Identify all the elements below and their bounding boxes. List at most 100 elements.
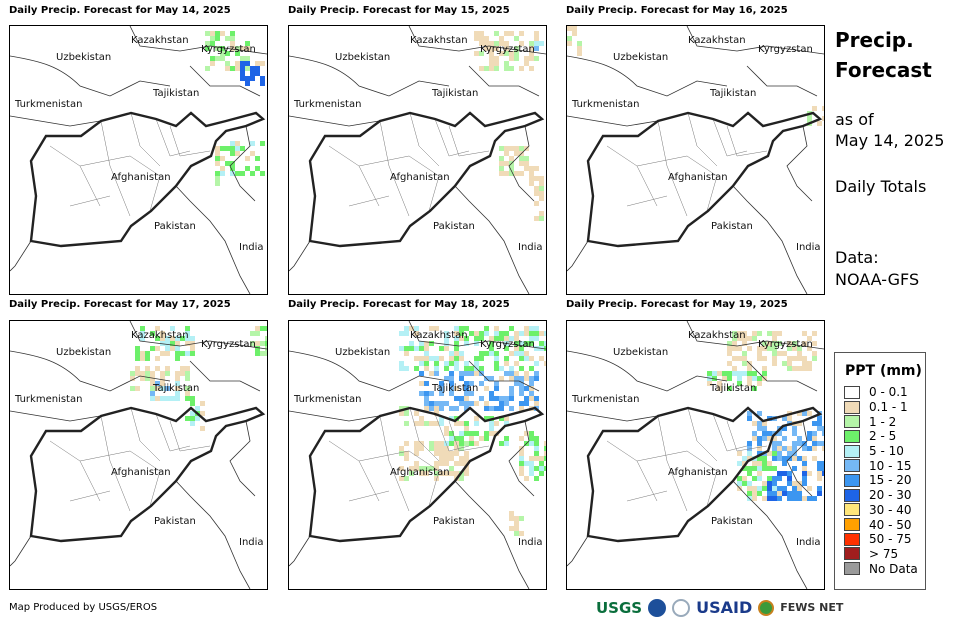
precip-cell	[215, 161, 220, 166]
precip-cell	[170, 396, 175, 401]
precip-cell	[747, 491, 752, 496]
precip-cell	[145, 366, 150, 371]
precip-cell	[474, 341, 479, 346]
precip-cell	[514, 526, 519, 531]
precip-cell	[499, 416, 504, 421]
precip-cell	[135, 371, 140, 376]
precip-cell	[514, 376, 519, 381]
label-pakistan: Pakistan	[154, 221, 196, 232]
precip-cell	[509, 156, 514, 161]
legend-item: 30 - 40	[844, 503, 925, 518]
precip-cell	[802, 356, 807, 361]
label-kyrgyzstan: Kyrgyzstan	[480, 339, 535, 350]
label-kazakhstan: Kazakhstan	[688, 35, 746, 46]
precip-cell	[534, 326, 539, 331]
precip-cell	[499, 156, 504, 161]
precip-cell	[494, 66, 499, 71]
border-line	[10, 350, 171, 392]
precip-cell	[737, 346, 742, 351]
legend-swatch	[844, 518, 860, 532]
precip-cell	[464, 441, 469, 446]
precip-cell	[752, 431, 757, 436]
precip-cell	[145, 351, 150, 356]
precip-cell	[459, 371, 464, 376]
precip-cell	[509, 516, 514, 521]
precip-cell	[260, 81, 265, 86]
precip-cell	[479, 381, 484, 386]
precip-cell	[140, 331, 145, 336]
precip-cell	[817, 491, 822, 496]
precip-cell	[742, 356, 747, 361]
precip-cell	[717, 386, 722, 391]
precip-cell	[747, 486, 752, 491]
precip-cell	[175, 396, 180, 401]
precip-cell	[479, 356, 484, 361]
precip-cell	[414, 346, 419, 351]
legend-title: PPT (mm)	[845, 363, 922, 379]
legend-label: 0 - 0.1	[869, 385, 908, 400]
precip-cell	[747, 446, 752, 451]
precip-cell	[519, 156, 524, 161]
precip-cell	[742, 351, 747, 356]
province-line	[49, 112, 211, 217]
precip-cell	[215, 56, 220, 61]
precip-cell	[509, 351, 514, 356]
precip-cell	[449, 356, 454, 361]
precip-cell	[454, 461, 459, 466]
precip-cell	[449, 386, 454, 391]
precip-cell	[514, 51, 519, 56]
precip-cell	[409, 346, 414, 351]
precip-cell	[414, 366, 419, 371]
as-of-label: as of	[835, 110, 874, 129]
precip-cell	[499, 376, 504, 381]
legend-label: No Data	[869, 561, 918, 576]
precip-cell	[459, 326, 464, 331]
precip-cell	[424, 341, 429, 346]
border-line	[567, 535, 589, 567]
precip-cell	[812, 446, 817, 451]
precip-cell	[210, 56, 215, 61]
precip-cell	[434, 451, 439, 456]
precip-cell	[160, 351, 165, 356]
precip-cell	[757, 491, 762, 496]
precip-cell	[817, 486, 822, 491]
precip-cell	[135, 351, 140, 356]
precip-cell	[782, 436, 787, 441]
precip-cell	[534, 36, 539, 41]
legend-label: 20 - 30	[869, 488, 912, 503]
precip-cell	[499, 36, 504, 41]
border-line	[229, 420, 256, 497]
label-afghanistan: Afghanistan	[390, 172, 450, 183]
border-line	[732, 480, 808, 589]
precip-cell	[210, 31, 215, 36]
precip-cell	[479, 51, 484, 56]
precip-cell	[767, 341, 772, 346]
precip-cell	[489, 346, 494, 351]
precip-cell	[469, 371, 474, 376]
precip-cell	[529, 461, 534, 466]
precip-cell	[474, 31, 479, 36]
precip-cell	[762, 426, 767, 431]
precip-cell	[180, 371, 185, 376]
precip-cell	[155, 336, 160, 341]
precip-cell	[812, 106, 817, 111]
precip-cell	[265, 326, 267, 331]
precip-cell	[260, 76, 265, 81]
precip-cell	[459, 436, 464, 441]
precip-cell	[484, 326, 489, 331]
precip-cell	[424, 471, 429, 476]
label-uzbekistan: Uzbekistan	[335, 52, 391, 63]
label-turkmenistan: Turkmenistan	[15, 99, 83, 110]
precip-cell	[807, 431, 812, 436]
precip-cell	[539, 471, 544, 476]
precip-cell	[797, 411, 802, 416]
precip-cell	[469, 401, 474, 406]
precip-cell	[519, 346, 524, 351]
precip-cell	[504, 436, 509, 441]
precip-cell	[747, 346, 752, 351]
precip-cell	[752, 496, 757, 501]
precip-cell	[524, 56, 529, 61]
precip-cell	[772, 356, 777, 361]
precip-cell	[469, 381, 474, 386]
legend-label: 40 - 50	[869, 517, 912, 532]
